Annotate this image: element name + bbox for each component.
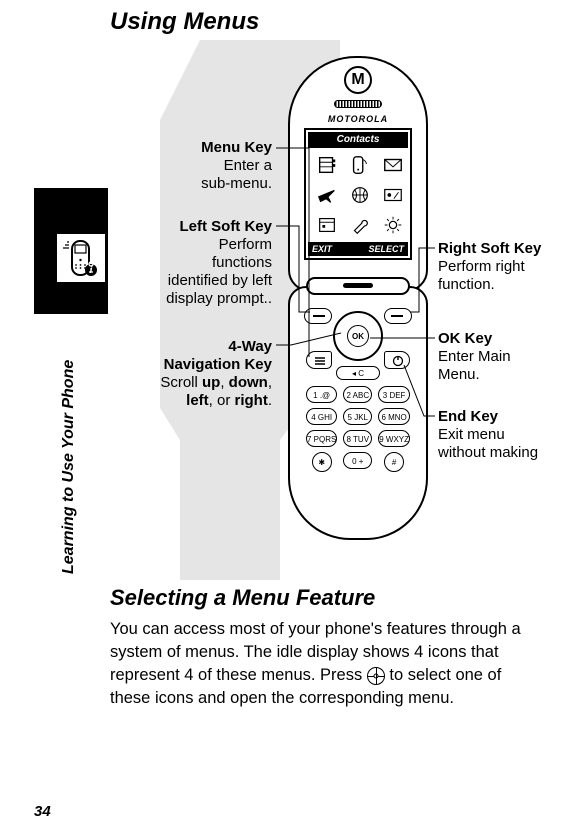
section-subtitle: Selecting a Menu Feature bbox=[110, 585, 375, 611]
nav-key-inline-icon bbox=[367, 667, 385, 685]
leader-lines bbox=[0, 0, 562, 560]
body-paragraph: You can access most of your phone's feat… bbox=[110, 618, 530, 710]
page-number: 34 bbox=[34, 803, 51, 820]
